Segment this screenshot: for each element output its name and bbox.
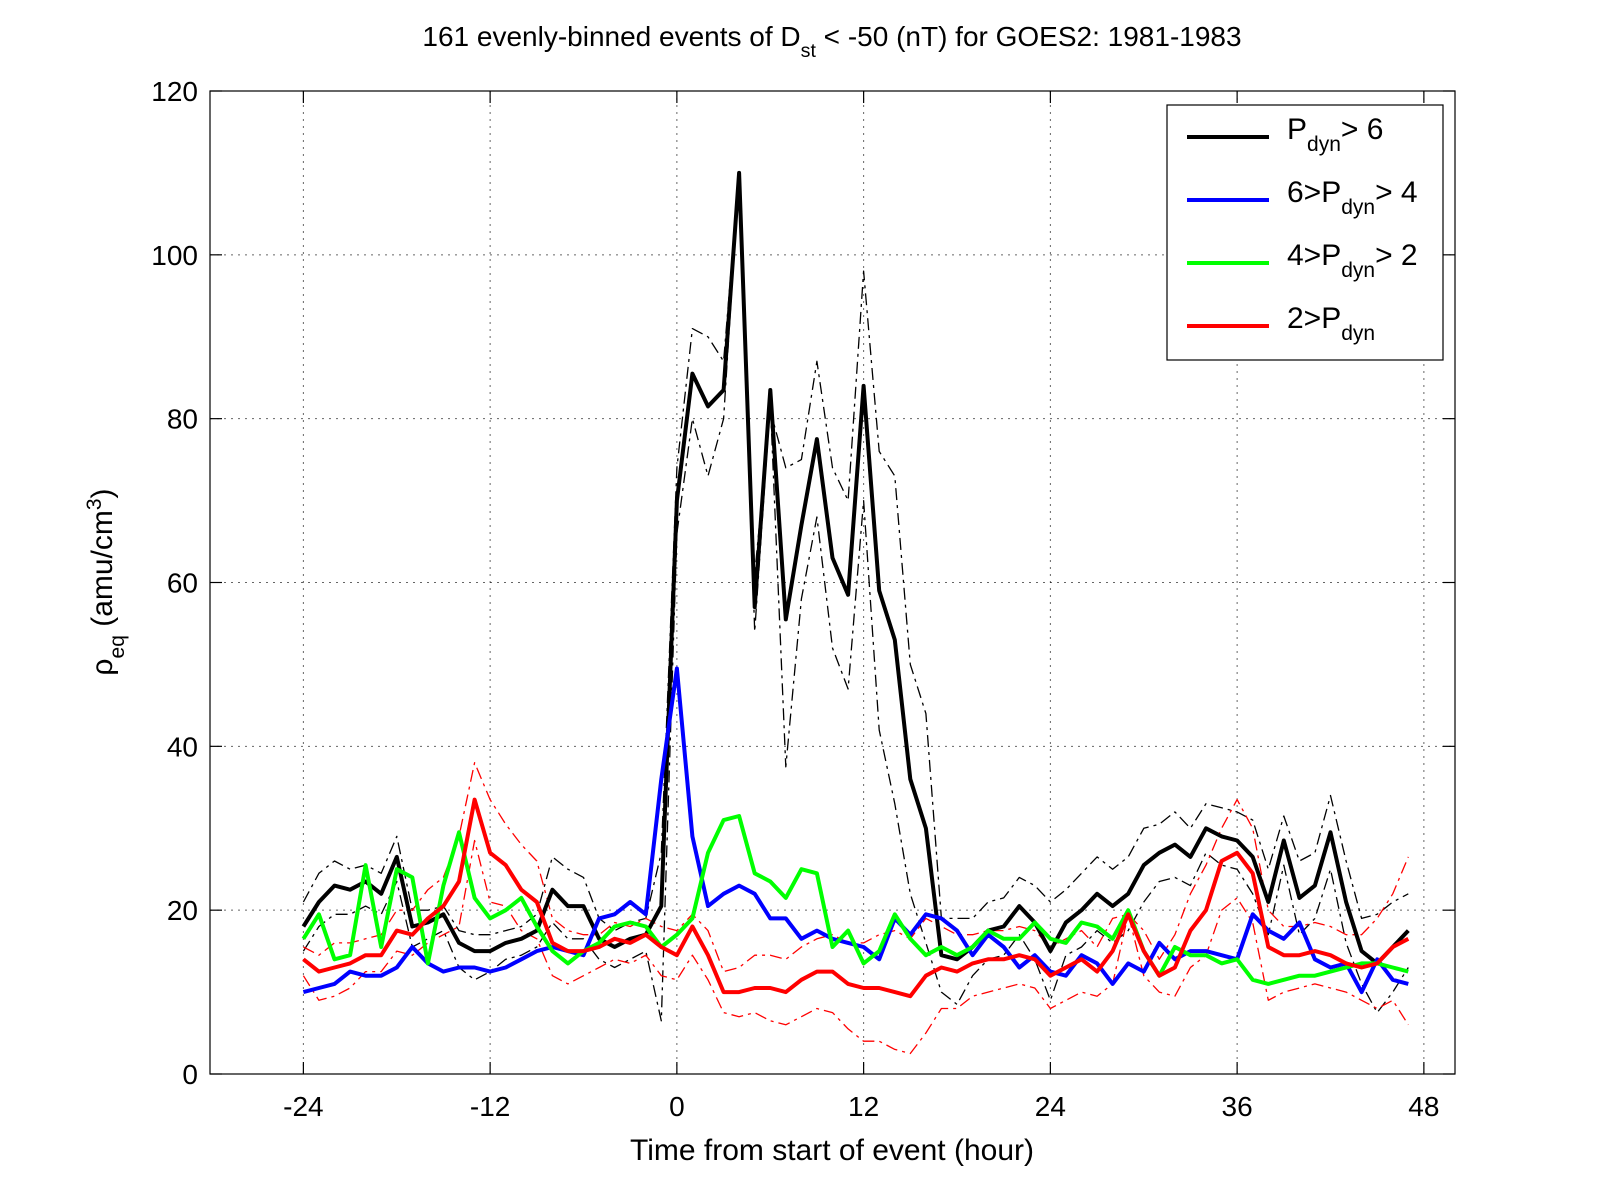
text-part: 4>P: [1287, 239, 1341, 272]
text-part: > 4: [1375, 176, 1418, 209]
plot-frame: [209, 90, 1456, 1075]
text-part: 2>P: [1287, 302, 1341, 335]
x-tick-label: 36: [1222, 1091, 1253, 1122]
series-line: [301, 814, 1409, 986]
bound-line: [303, 762, 1409, 973]
legend-label: Pdyn> 6: [1287, 113, 1383, 156]
legend-label: 2>Pdyn: [1287, 302, 1375, 345]
x-tick-label: 0: [669, 1091, 685, 1122]
text-part: dyn: [1341, 196, 1375, 219]
text-part: st: [801, 40, 817, 62]
text-part: P: [1287, 113, 1307, 146]
series-line: [302, 797, 1410, 999]
y-tick-label: 100: [151, 240, 198, 271]
text-part: 161 evenly-binned events of D: [422, 21, 800, 52]
text-part: dyn: [1341, 322, 1375, 345]
text-part: dyn: [1341, 259, 1375, 282]
y-tick-label: 20: [167, 895, 198, 926]
text-part: > 6: [1341, 113, 1384, 146]
text-part: 6>P: [1287, 176, 1341, 209]
x-tick-label: 48: [1408, 1091, 1439, 1122]
text-part: dyn: [1307, 133, 1341, 156]
bound-line: [302, 172, 1409, 1022]
legend-label: 6>Pdyn> 4: [1287, 176, 1418, 219]
y-tick-label: 60: [167, 568, 198, 599]
x-tick-label: 24: [1035, 1091, 1066, 1122]
x-tick-label: -12: [470, 1091, 510, 1122]
x-tick-label: 12: [848, 1091, 879, 1122]
y-tick-label: 40: [167, 731, 198, 762]
bound-line: [302, 839, 1409, 1055]
series-line: [301, 170, 1410, 966]
bound-line: [302, 172, 1409, 936]
y-tick-label: 120: [151, 76, 198, 107]
text-part: (amu/cm: [86, 510, 119, 635]
text-part: > 2: [1375, 239, 1418, 272]
legend-box: [1166, 104, 1444, 361]
text-part: eq: [106, 635, 129, 658]
y-tick-label: 80: [167, 404, 198, 435]
text-part: 3: [83, 498, 106, 510]
chart-title: 161 evenly-binned events of Dst < -50 (n…: [422, 21, 1241, 62]
x-axis-label: Time from start of event (hour): [630, 1134, 1034, 1167]
text-part: < -50 (nT) for GOES2: 1981-1983: [816, 21, 1242, 52]
text-part: ρ: [86, 658, 119, 675]
y-axis-label: ρeq (amu/cm3): [83, 488, 129, 675]
y-tick-label: 0: [182, 1059, 198, 1090]
text-part: ): [86, 488, 119, 498]
x-tick-label: -24: [283, 1091, 323, 1122]
legend-label: 4>Pdyn> 2: [1287, 239, 1418, 282]
